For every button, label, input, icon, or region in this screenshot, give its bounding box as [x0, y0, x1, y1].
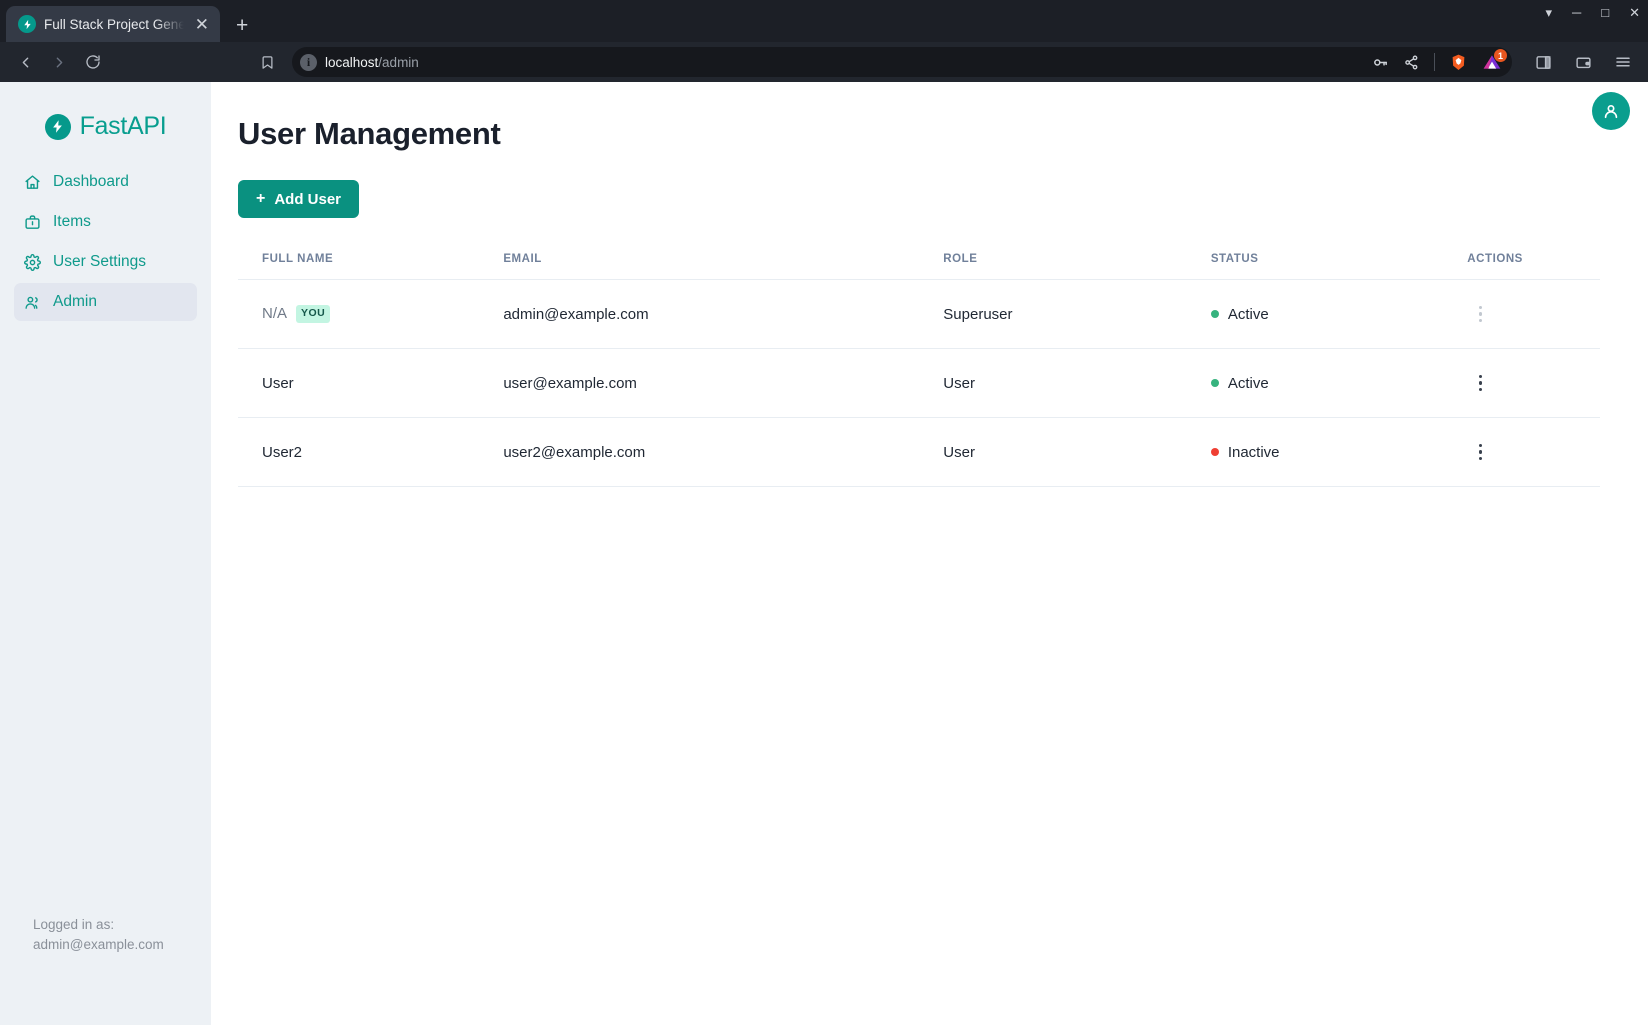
users-icon	[24, 294, 41, 311]
sidebar-item-user-settings[interactable]: User Settings	[14, 243, 197, 281]
minimize-icon[interactable]: ─	[1572, 5, 1582, 20]
table-row[interactable]: N/A YOU admin@example.com Superuser Acti…	[238, 279, 1600, 349]
app-logo-text: FastAPI	[79, 112, 167, 140]
sidebar-item-label: Admin	[53, 293, 97, 310]
full-name-text: User	[262, 374, 294, 392]
cell-actions	[1467, 279, 1600, 349]
status-text: Active	[1227, 305, 1269, 323]
bookmark-icon[interactable]	[252, 47, 282, 77]
sidebar-item-admin[interactable]: Admin	[14, 283, 197, 321]
kebab-menu-icon[interactable]	[1467, 301, 1493, 327]
you-badge: YOU	[296, 305, 331, 323]
app-logo[interactable]: FastAPI	[0, 82, 211, 163]
briefcase-icon	[24, 214, 41, 231]
table-body: N/A YOU admin@example.com Superuser Acti…	[238, 279, 1600, 487]
browser-tab[interactable]: Full Stack Project Genera ✕	[6, 6, 220, 42]
chevron-down-icon[interactable]: ▾	[1545, 5, 1553, 20]
user-avatar-icon[interactable]	[1592, 92, 1630, 130]
cell-status: Inactive	[1210, 417, 1468, 487]
sidebar-panel-icon[interactable]	[1528, 47, 1558, 77]
kebab-menu-icon[interactable]	[1467, 370, 1493, 396]
column-header-status[interactable]: Status	[1210, 253, 1259, 265]
browser-toolbar: i localhost/admin 1	[0, 42, 1648, 82]
kebab-menu-icon[interactable]	[1467, 439, 1493, 465]
column-header-role[interactable]: Role	[943, 253, 978, 265]
cell-role: User	[943, 348, 1211, 418]
status-dot-icon	[1210, 379, 1219, 387]
plus-icon: +	[256, 190, 266, 207]
home-icon	[24, 174, 41, 191]
cell-full-name: User	[238, 348, 504, 418]
sidebar-nav: Dashboard Items User Settings	[0, 163, 211, 321]
column-header-actions[interactable]: Actions	[1467, 253, 1523, 265]
full-name-text: User2	[262, 443, 303, 461]
url-path: /admin	[378, 54, 419, 70]
main-content: User Management + Add User Full Name Ema…	[211, 82, 1648, 1025]
new-tab-button[interactable]: +	[236, 14, 249, 37]
cell-email: user2@example.com	[503, 417, 944, 487]
sidebar-item-dashboard[interactable]: Dashboard	[14, 163, 197, 201]
extension-badge: 1	[1494, 49, 1507, 62]
close-icon[interactable]: ✕	[194, 14, 209, 34]
cell-email: admin@example.com	[503, 279, 944, 349]
logged-in-email: admin@example.com	[33, 936, 164, 952]
cell-role: Superuser	[943, 279, 1211, 349]
cell-role: User	[943, 417, 1211, 487]
sidebar-item-label: User Settings	[53, 253, 147, 270]
cell-status: Active	[1210, 279, 1468, 349]
status-text: Inactive	[1227, 443, 1280, 461]
sidebar-item-label: Items	[53, 213, 91, 230]
sidebar-item-label: Dashboard	[53, 173, 129, 190]
close-icon[interactable]: ✕	[1629, 5, 1640, 20]
column-header-full-name[interactable]: Full Name	[262, 253, 334, 265]
fastapi-bolt-icon	[44, 113, 71, 140]
cell-full-name: N/A YOU	[238, 279, 504, 349]
page-viewport: FastAPI Dashboard Items	[0, 82, 1648, 1025]
app-sidebar: FastAPI Dashboard Items	[0, 82, 211, 1025]
sidebar-footer: Logged in as: admin@example.com	[0, 915, 211, 1025]
table-header: Full Name Email Role Status Actions	[238, 253, 1600, 280]
forward-arrow-icon[interactable]	[44, 47, 74, 77]
table-row[interactable]: User user@example.com User Active	[238, 348, 1600, 418]
gear-icon	[24, 253, 41, 271]
table-row[interactable]: User2 user2@example.com User Inactive	[238, 417, 1600, 487]
status-dot-icon	[1210, 310, 1219, 318]
back-arrow-icon[interactable]	[10, 47, 40, 77]
cell-actions	[1467, 348, 1600, 418]
status-text: Active	[1227, 374, 1269, 392]
sidebar-item-items[interactable]: Items	[14, 203, 197, 241]
add-user-label: Add User	[274, 190, 342, 208]
cell-actions	[1467, 417, 1600, 487]
share-icon[interactable]	[1403, 54, 1420, 71]
fastapi-icon	[18, 15, 36, 33]
maximize-icon[interactable]: □	[1601, 5, 1610, 20]
info-icon[interactable]: i	[300, 53, 317, 71]
add-user-button[interactable]: + Add User	[238, 180, 360, 218]
full-name-text: N/A	[262, 305, 288, 323]
reload-icon[interactable]	[78, 47, 108, 77]
column-header-email[interactable]: Email	[503, 253, 542, 265]
key-icon[interactable]	[1372, 54, 1389, 71]
status-dot-icon	[1210, 448, 1219, 456]
tab-strip: Full Stack Project Genera ✕ + ▾ ─ □ ✕	[0, 0, 1648, 42]
brave-shield-icon[interactable]	[1449, 53, 1468, 72]
address-bar[interactable]: i localhost/admin 1	[292, 47, 1512, 77]
extension-triangle-icon[interactable]: 1	[1482, 49, 1507, 72]
toolbar-divider	[1434, 53, 1435, 71]
wallet-icon[interactable]	[1568, 47, 1598, 77]
url-text: localhost/admin	[325, 55, 419, 70]
cell-full-name: User2	[238, 417, 504, 487]
tab-title: Full Stack Project Genera	[44, 16, 184, 32]
page-title: User Management	[238, 116, 501, 151]
window-controls: ▾ ─ □ ✕	[1545, 6, 1640, 19]
url-host: localhost	[325, 54, 379, 70]
hamburger-menu-icon[interactable]	[1608, 47, 1638, 77]
toolbar-right	[1522, 47, 1638, 77]
cell-status: Active	[1210, 348, 1468, 418]
users-table: Full Name Email Role Status Actions N/A …	[238, 253, 1600, 487]
cell-email: user@example.com	[503, 348, 944, 418]
logged-in-label: Logged in as:	[33, 916, 115, 932]
